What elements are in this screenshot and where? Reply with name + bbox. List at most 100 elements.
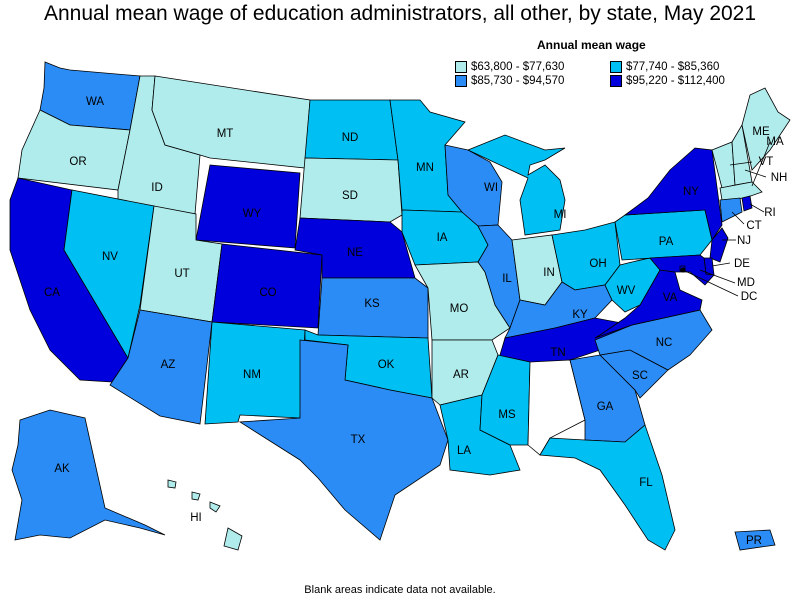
leader-line-de bbox=[711, 262, 731, 267]
legend-swatch bbox=[455, 61, 467, 73]
state-label-oh: OH bbox=[589, 258, 606, 270]
state-me[interactable] bbox=[741, 87, 791, 171]
footnote: Blank areas indicate data not available. bbox=[304, 584, 496, 596]
state-il[interactable] bbox=[477, 224, 521, 329]
state-label-ne: NE bbox=[347, 247, 363, 259]
state-label-nh: NH bbox=[771, 172, 788, 184]
legend-item-tier-2: $77,740 - $85,360 bbox=[610, 61, 770, 73]
legend-label: $77,740 - $85,360 bbox=[626, 61, 720, 73]
leader-line-md bbox=[699, 269, 736, 284]
state-label-sd: SD bbox=[342, 190, 358, 202]
legend-swatch bbox=[610, 75, 622, 87]
state-label-ks: KS bbox=[364, 298, 380, 310]
legend: Annual mean wage $63,800 - $77,630 $77,7… bbox=[455, 38, 785, 87]
state-label-vt: VT bbox=[759, 156, 774, 168]
legend-swatch bbox=[610, 61, 622, 73]
state-label-in: IN bbox=[543, 267, 555, 279]
state-ct[interactable] bbox=[719, 197, 743, 223]
state-label-tn: TN bbox=[550, 347, 565, 359]
state-co[interactable] bbox=[211, 243, 323, 329]
state-label-de: DE bbox=[734, 258, 750, 270]
leader-line-nh bbox=[744, 169, 767, 178]
state-label-me: ME bbox=[752, 126, 770, 138]
legend-item-tier-3: $85,730 - $94,570 bbox=[455, 75, 610, 87]
state-ma[interactable] bbox=[719, 181, 763, 201]
state-label-ny: NY bbox=[683, 186, 699, 198]
state-pa[interactable] bbox=[614, 209, 713, 261]
state-pr[interactable] bbox=[734, 529, 776, 551]
state-label-az: AZ bbox=[161, 359, 176, 371]
state-label-wy: WY bbox=[243, 208, 262, 220]
state-label-mt: MT bbox=[217, 128, 234, 140]
state-label-ia: IA bbox=[437, 232, 448, 244]
state-hi-island-2[interactable] bbox=[191, 491, 201, 501]
state-nj[interactable] bbox=[709, 227, 729, 263]
state-label-mo: MO bbox=[450, 303, 469, 315]
state-label-mn: MN bbox=[416, 162, 434, 174]
state-label-ar: AR bbox=[453, 369, 469, 381]
state-tx[interactable] bbox=[238, 339, 449, 541]
state-label-tx: TX bbox=[351, 434, 366, 446]
legend-title: Annual mean wage bbox=[537, 38, 646, 52]
state-label-ms: MS bbox=[498, 409, 516, 421]
us-state-map: WA OR CA ID NV MT WY UT CO AZ NM ND SD N… bbox=[9, 61, 791, 551]
state-va[interactable] bbox=[594, 269, 703, 339]
state-sd[interactable] bbox=[299, 157, 403, 223]
dc-marker bbox=[680, 267, 686, 273]
state-mi[interactable] bbox=[466, 134, 566, 236]
leader-line-ri bbox=[749, 203, 765, 213]
state-label-id: ID bbox=[151, 182, 163, 194]
leader-line-ct bbox=[731, 211, 745, 225]
state-label-hi: HI bbox=[190, 512, 202, 524]
state-nv[interactable] bbox=[63, 189, 155, 360]
state-ak[interactable] bbox=[11, 409, 166, 541]
state-ks[interactable] bbox=[317, 277, 429, 339]
state-label-ri: RI bbox=[764, 207, 776, 219]
state-label-va: VA bbox=[663, 292, 678, 304]
state-nd[interactable] bbox=[304, 99, 399, 161]
state-label-wv: WV bbox=[617, 285, 636, 297]
state-label-wi: WI bbox=[484, 182, 498, 194]
leader-line-vt bbox=[729, 161, 753, 166]
state-label-nm: NM bbox=[243, 369, 261, 381]
state-hi-island-4[interactable] bbox=[223, 527, 243, 551]
state-fl[interactable] bbox=[539, 424, 676, 551]
state-ny[interactable] bbox=[623, 147, 723, 241]
state-label-il: IL bbox=[502, 273, 512, 285]
legend-label: $85,730 - $94,570 bbox=[471, 75, 565, 87]
state-label-nv: NV bbox=[102, 251, 118, 263]
state-label-pa: PA bbox=[659, 236, 674, 248]
state-hi[interactable] bbox=[167, 479, 177, 489]
state-label-nd: ND bbox=[342, 132, 359, 144]
state-label-sc: SC bbox=[632, 370, 648, 382]
legend-item-tier-4: $95,220 - $112,400 bbox=[610, 75, 770, 87]
state-label-ut: UT bbox=[174, 268, 189, 280]
state-label-nc: NC bbox=[656, 337, 673, 349]
state-label-ca: CA bbox=[44, 287, 60, 299]
state-label-pr: PR bbox=[746, 535, 762, 547]
state-label-md: MD bbox=[737, 277, 755, 289]
state-label-la: LA bbox=[457, 445, 471, 457]
legend-label: $63,800 - $77,630 bbox=[471, 61, 565, 73]
state-label-ga: GA bbox=[597, 401, 614, 413]
state-label-ok: OK bbox=[378, 359, 395, 371]
state-label-co: CO bbox=[259, 287, 276, 299]
state-label-nj: NJ bbox=[737, 235, 751, 247]
page-title: Annual mean wage of education administra… bbox=[43, 2, 757, 25]
state-label-ak: AK bbox=[54, 463, 70, 475]
state-label-ky: KY bbox=[572, 309, 588, 321]
state-label-wa: WA bbox=[86, 96, 104, 108]
legend-swatch bbox=[455, 75, 467, 87]
state-wy[interactable] bbox=[195, 164, 301, 249]
leader-line-ma bbox=[751, 141, 771, 187]
state-label-ct: CT bbox=[746, 220, 761, 232]
state-label-mi: MI bbox=[554, 209, 567, 221]
legend-item-tier-1: $63,800 - $77,630 bbox=[455, 61, 610, 73]
state-label-fl: FL bbox=[639, 477, 653, 489]
state-label-or: OR bbox=[69, 156, 86, 168]
state-ri[interactable] bbox=[741, 195, 753, 212]
state-hi-island-3[interactable] bbox=[209, 501, 221, 513]
leader-line-dc bbox=[682, 269, 739, 297]
state-label-ma: MA bbox=[766, 136, 784, 148]
legend-label: $95,220 - $112,400 bbox=[626, 75, 725, 87]
